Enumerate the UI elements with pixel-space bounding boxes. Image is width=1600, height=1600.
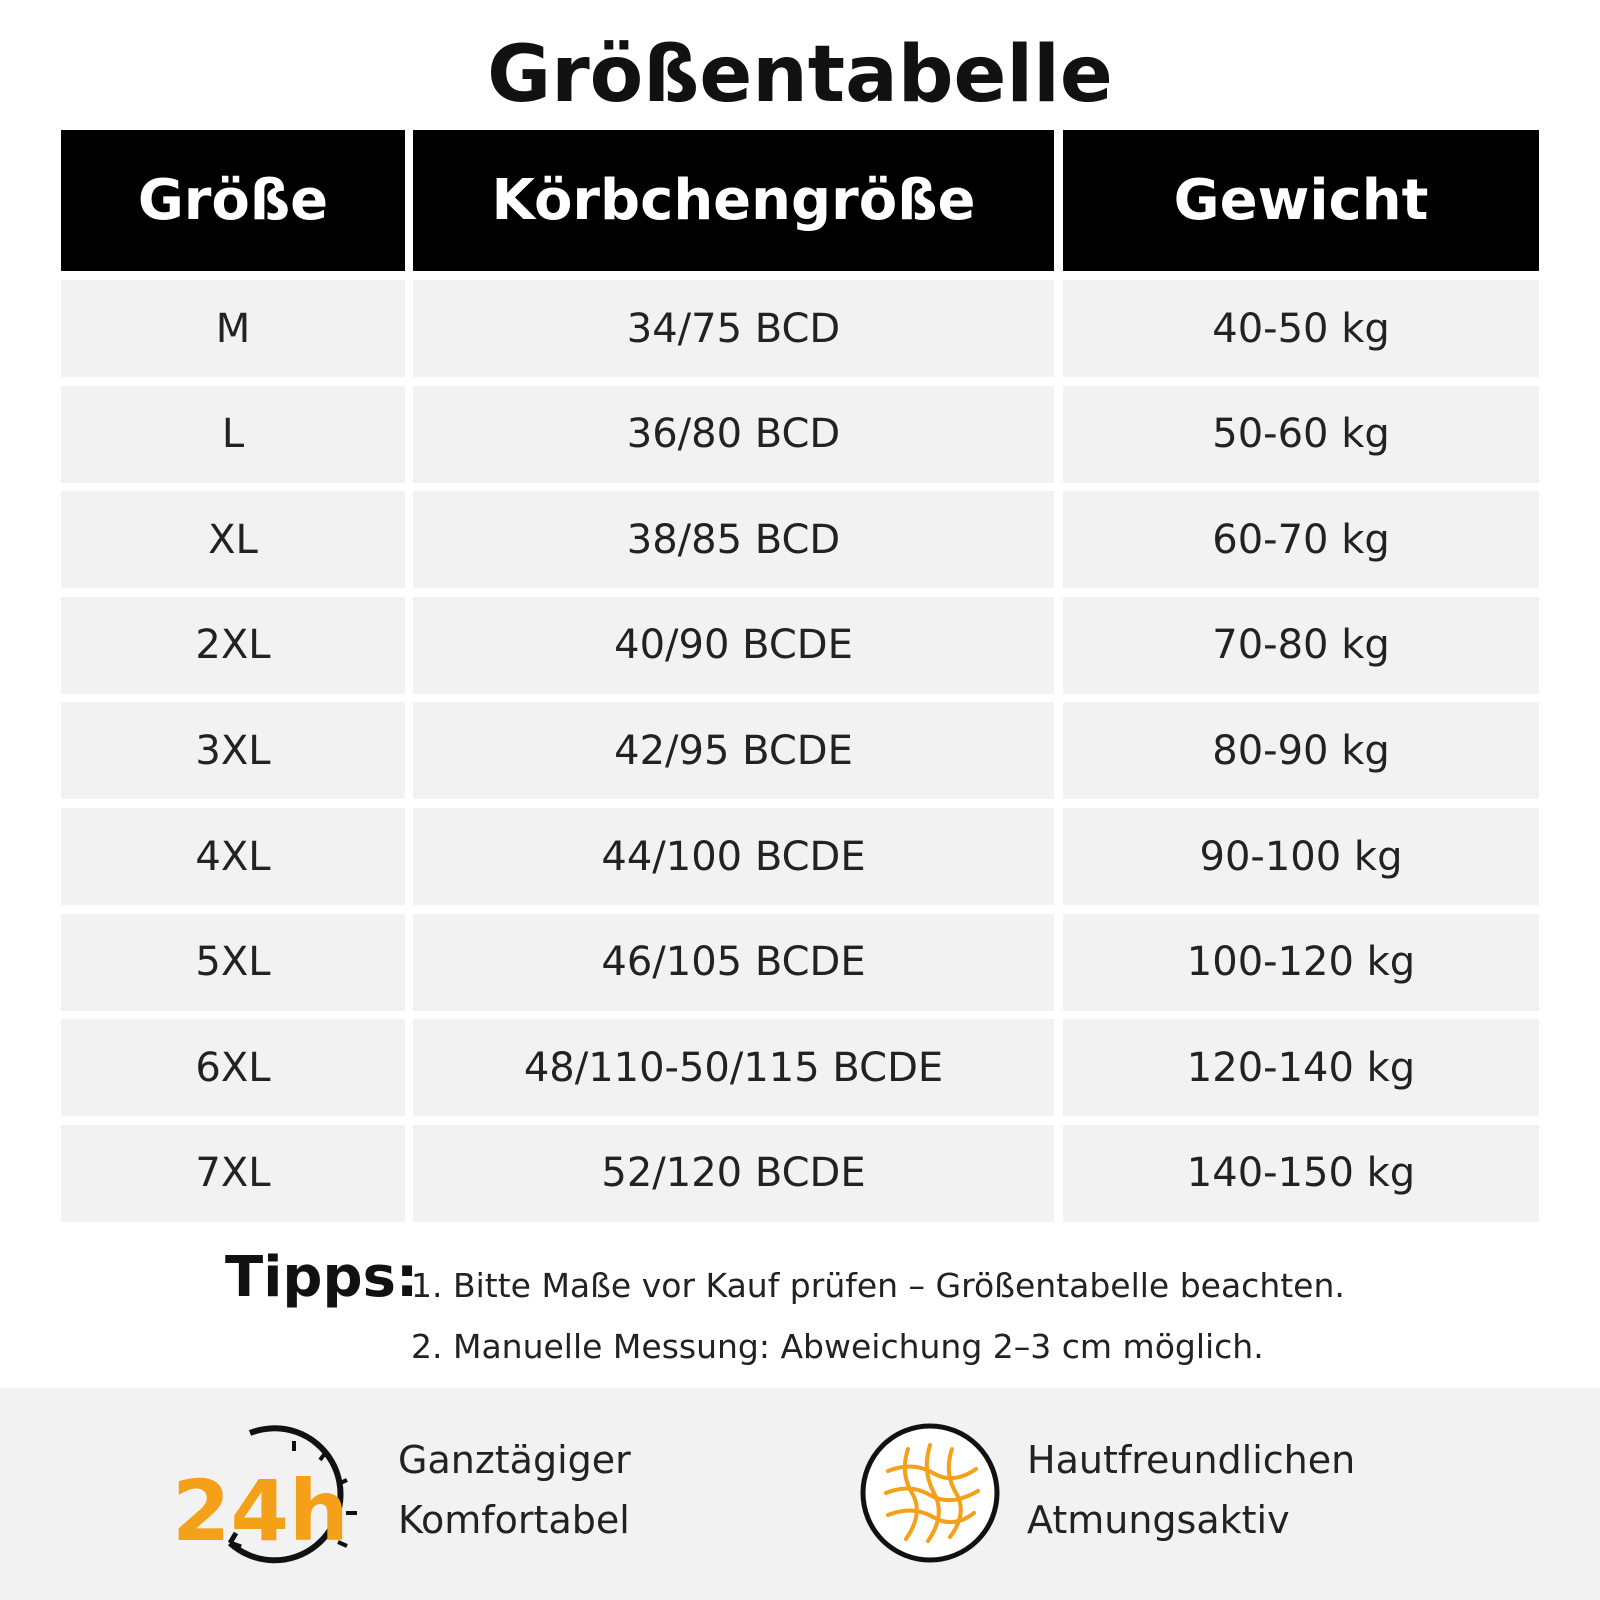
table-cell: 44/100 BCDE (413, 808, 1054, 905)
table-cell: 7XL (61, 1124, 405, 1222)
table-cell: 36/80 BCD (413, 385, 1054, 483)
clock-icon: 24h (172, 1425, 357, 1564)
footer: 24h Ganztägiger Komfortabel Hautfreundli… (0, 1388, 1600, 1600)
header-cell: Größe (61, 130, 405, 271)
table-cell: 70-80 kg (1063, 596, 1539, 694)
feature-line: Komfortabel (398, 1498, 630, 1542)
table-cell: 42/95 BCDE (413, 702, 1054, 800)
tip-item: 2. Manuelle Messung: Abweichung 2–3 cm m… (411, 1327, 1264, 1366)
header-cell: Körbchengröße (413, 130, 1054, 271)
table-cell: 3XL (61, 702, 405, 800)
table-cell: 90-100 kg (1063, 808, 1539, 905)
table-cell: 2XL (61, 596, 405, 694)
table-cell: 40-50 kg (1063, 280, 1539, 377)
fabric-icon (860, 1423, 1000, 1563)
tips-label: Tipps: (225, 1245, 419, 1310)
icon-text: 24h (172, 1462, 349, 1560)
table-cell: M (61, 280, 405, 377)
table-cell: XL (61, 491, 405, 589)
table-cell: 48/110-50/115 BCDE (413, 1019, 1054, 1117)
feature-line: Atmungsaktiv (1027, 1498, 1290, 1542)
table-cell: 38/85 BCD (413, 491, 1054, 589)
table-cell: L (61, 385, 405, 483)
table-cell: 46/105 BCDE (413, 913, 1054, 1011)
table-cell: 52/120 BCDE (413, 1124, 1054, 1222)
title: Größentabelle (487, 30, 1113, 120)
table-cell: 100-120 kg (1063, 913, 1539, 1011)
table-cell: 140-150 kg (1063, 1124, 1539, 1222)
table-cell: 50-60 kg (1063, 385, 1539, 483)
feature-line: Hautfreundlichen (1027, 1438, 1356, 1482)
table-cell: 6XL (61, 1019, 405, 1117)
table-cell: 4XL (61, 808, 405, 905)
header-cell: Gewicht (1063, 130, 1539, 271)
table-cell: 5XL (61, 913, 405, 1011)
tip-item: 1. Bitte Maße vor Kauf prüfen – Größenta… (411, 1266, 1345, 1305)
table-cell: 40/90 BCDE (413, 596, 1054, 694)
feature-line: Ganztägiger (398, 1438, 631, 1482)
table-cell: 80-90 kg (1063, 702, 1539, 800)
table-cell: 120-140 kg (1063, 1019, 1539, 1117)
table-cell: 60-70 kg (1063, 491, 1539, 589)
table-cell: 34/75 BCD (413, 280, 1054, 377)
